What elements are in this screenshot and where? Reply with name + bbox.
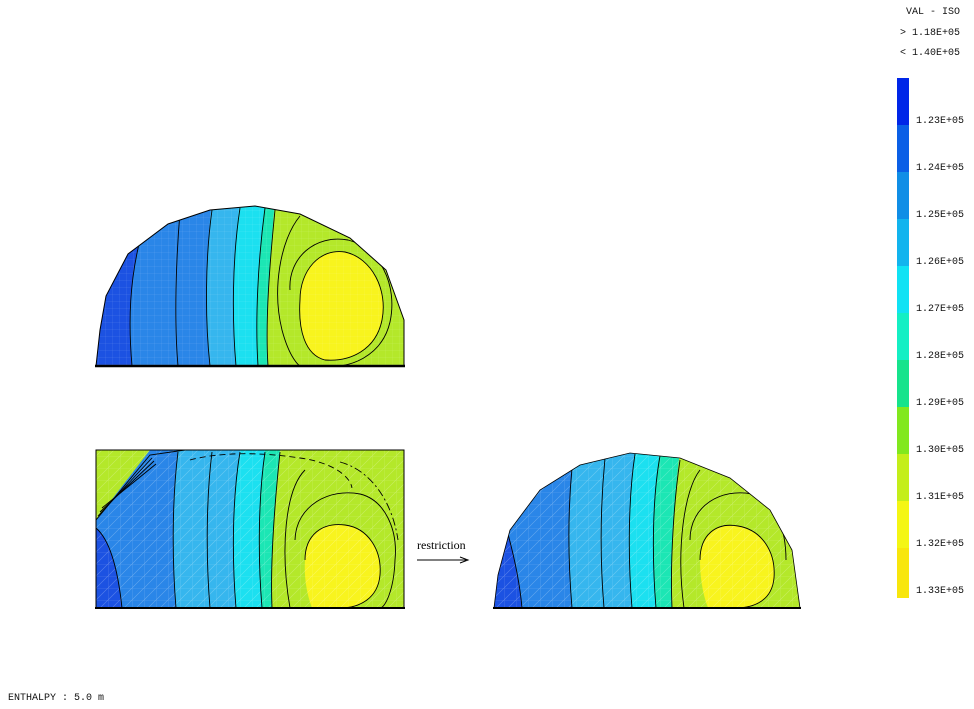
rectangle-plot	[95, 449, 405, 609]
legend-swatch	[897, 360, 909, 407]
contour-plots	[95, 205, 801, 609]
legend-swatch	[897, 219, 909, 266]
legend-swatch	[897, 266, 909, 313]
legend-level-label: 1.32E+05	[916, 539, 965, 550]
restricted-half-disc-plot	[493, 452, 801, 609]
legend-swatch	[897, 313, 909, 360]
legend-swatch	[897, 125, 909, 172]
legend-range-min: < 1.40E+05	[900, 48, 961, 59]
restriction-arrow	[417, 556, 470, 564]
legend-level-label: 1.25E+05	[916, 210, 965, 221]
legend-level-label: 1.33E+05	[916, 586, 965, 597]
legend-swatch	[897, 501, 909, 548]
legend-level-label: 1.28E+05	[916, 351, 965, 362]
legend-level-label: 1.23E+05	[916, 116, 965, 127]
restriction-label: restriction	[417, 538, 466, 552]
top-half-disc-plot	[95, 205, 405, 368]
footer-caption: ENTHALPY : 5.0 m	[8, 693, 105, 704]
legend-range-max: > 1.18E+05	[900, 28, 961, 39]
legend-title: VAL - ISO	[906, 7, 961, 18]
legend-level-label: 1.24E+05	[916, 163, 965, 174]
legend-level-label: 1.27E+05	[916, 304, 965, 315]
legend-level-label: 1.30E+05	[916, 445, 965, 456]
legend-swatch	[897, 548, 909, 598]
legend-swatch	[897, 454, 909, 501]
legend-swatch	[897, 407, 909, 454]
legend-level-label: 1.26E+05	[916, 257, 965, 268]
legend-swatch	[897, 78, 909, 125]
legend-color-bar	[897, 78, 909, 598]
legend-swatch	[897, 172, 909, 219]
legend-level-label: 1.29E+05	[916, 398, 965, 409]
legend-level-label: 1.31E+05	[916, 492, 965, 503]
